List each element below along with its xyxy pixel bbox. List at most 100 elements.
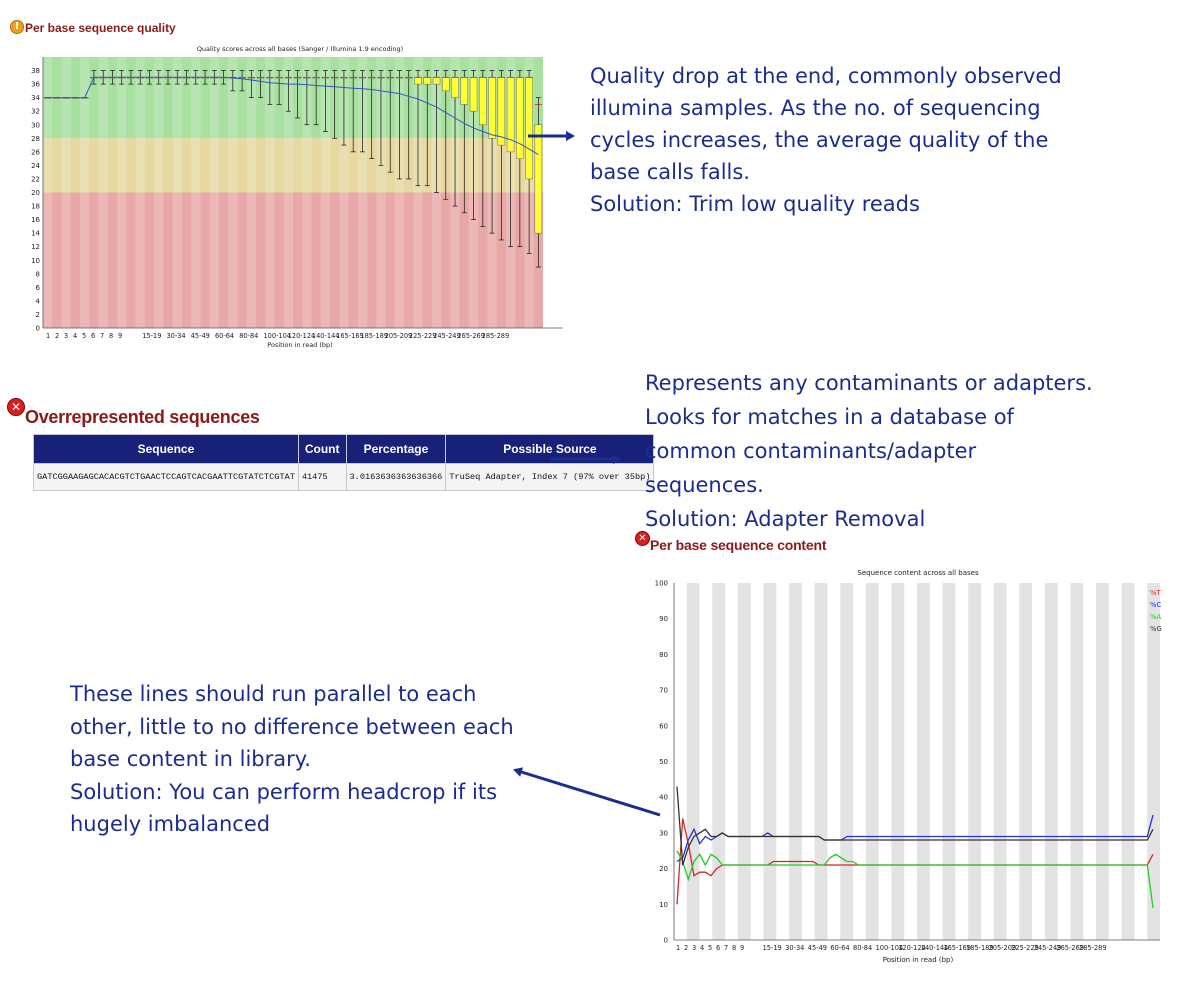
content-stripe: [737, 583, 751, 940]
quality-stripe: [394, 57, 405, 328]
content-stripe: [712, 583, 726, 940]
quality-stripe: [172, 57, 182, 328]
content-x-tick-label: 225-229: [1011, 944, 1039, 952]
overrep-annotation: Represents any contaminants or adapters.…: [645, 366, 1093, 536]
quality-x-tick-label: 165-169: [336, 332, 364, 340]
quality-stripe: [265, 57, 275, 328]
quality-y-tick-label: 10: [31, 257, 40, 265]
quality-x-tick-label: 45-49: [191, 332, 210, 340]
content-y-tick-label: 60: [659, 722, 668, 730]
quality-x-tick-label: 7: [100, 332, 104, 340]
quality-box: [432, 77, 441, 85]
content-x-tick-label: 185-189: [966, 944, 994, 952]
overrep-table-header-row: Sequence Count Percentage Possible Sourc…: [33, 434, 655, 464]
content-y-tick-label: 40: [659, 794, 668, 802]
content-x-tick-label: 45-49: [808, 944, 827, 952]
quality-y-tick-label: 20: [31, 189, 40, 197]
quality-box: [525, 77, 533, 180]
content-y-tick-label: 100: [655, 580, 668, 588]
table-row: GATCGGAAGAGCACACGTCTGAACTCCAGTCACGAATTCG…: [33, 463, 655, 491]
quality-note-line: illumina samples. As the no. of sequenci…: [590, 96, 1041, 120]
content-x-tick-label: 120-124: [898, 944, 926, 952]
quality-y-tick-label: 8: [36, 270, 40, 278]
quality-y-tick-label: 18: [31, 203, 40, 211]
quality-y-tick-label: 38: [31, 67, 40, 75]
quality-note-line: Quality drop at the end, commonly observ…: [590, 64, 1062, 88]
content-stripe: [1019, 583, 1033, 940]
quality-stripe: [117, 57, 127, 328]
content-x-tick-label: 6: [716, 944, 720, 952]
content-series-line: [676, 850, 1154, 908]
overrep-note-line: Represents any contaminants or adapters.: [645, 371, 1093, 395]
content-y-tick-label: 30: [659, 829, 668, 837]
quality-x-tick-label: 3: [64, 332, 68, 340]
content-stripe: [993, 583, 1007, 940]
content-x-tick-label: 1: [676, 944, 680, 952]
overrep-note-line: Solution: Adapter Removal: [645, 507, 926, 531]
content-note-line: Solution: You can perform headcrop if it…: [70, 779, 498, 804]
overrep-cell-percentage: 3.0163636363636366: [345, 463, 447, 491]
quality-stripe: [246, 57, 256, 328]
quality-stripe: [228, 57, 238, 328]
quality-y-tick-label: 12: [31, 243, 40, 251]
content-x-tick-label: 2: [684, 944, 688, 952]
overrep-section-title: Overrepresented sequences: [25, 407, 260, 427]
warning-icon: !: [10, 20, 24, 34]
content-y-tick-label: 50: [659, 758, 668, 766]
quality-x-tick-label: 205-209: [385, 332, 413, 340]
content-y-tick-label: 80: [659, 651, 668, 659]
content-stripe: [686, 583, 700, 940]
content-stripe: [1070, 583, 1084, 940]
quality-box: [451, 77, 459, 98]
quality-note-line: Solution: Trim low quality reads: [590, 192, 920, 216]
content-note-line: These lines should run parallel to each: [70, 682, 477, 706]
quality-box: [479, 77, 487, 125]
quality-stripe: [135, 57, 145, 328]
content-section-title: Per base sequence content: [650, 537, 827, 553]
content-legend-entry: %G: [1150, 625, 1162, 633]
content-chart: Sequence content across all bases %T %C %A…: [655, 569, 1162, 964]
quality-stripe: [80, 57, 90, 328]
content-y-tick-label: 10: [659, 901, 668, 909]
quality-stripe: [191, 57, 201, 328]
quality-annotation: Quality drop at the end, commonly observ…: [590, 60, 1062, 220]
content-stripe: [840, 583, 854, 940]
quality-chart-title: Quality scores across all bases (Sanger …: [197, 45, 403, 53]
content-x-tick-label: 80-84: [853, 944, 872, 952]
content-stripe: [865, 583, 879, 940]
quality-y-tick-label: 30: [31, 121, 40, 129]
quality-y-tick-label: 2: [36, 311, 40, 319]
content-stripe: [789, 583, 802, 940]
quality-x-tick-label: 15-19: [142, 332, 161, 340]
overrep-cell-source: TruSeq Adapter, Index 7 (97% over 35bp): [445, 463, 655, 491]
content-x-tick-label: 8: [732, 944, 736, 952]
content-arrow: [513, 767, 661, 817]
quality-stripe: [283, 57, 293, 328]
quality-x-tick-label: 265-269: [457, 332, 485, 340]
content-series-line: [676, 786, 1154, 866]
content-annotation: These lines should run parallel to each …: [70, 678, 514, 841]
quality-zone-bad: [43, 192, 543, 328]
quality-y-tick-label: 0: [36, 325, 40, 333]
overrep-note-line: Looks for matches in a database of: [645, 405, 1014, 429]
content-x-tick-label: 7: [724, 944, 728, 952]
quality-y-tick-label: 6: [36, 284, 41, 292]
quality-y-tick-label: 26: [31, 148, 40, 156]
content-legend-entry: %C: [1150, 601, 1161, 609]
quality-x-tick-label: 2: [55, 332, 59, 340]
content-legend-entry: %T: [1150, 589, 1161, 597]
quality-zone-warn: [43, 138, 543, 193]
quality-y-tick-label: 34: [31, 94, 40, 102]
content-note-line: base content in library.: [70, 747, 311, 771]
content-x-tick-label: 285-289: [1079, 944, 1107, 952]
quality-zone-good: [43, 57, 543, 139]
content-y-tick-label: 20: [659, 865, 668, 873]
overrep-col-count: Count: [297, 434, 347, 464]
content-note-line: other, little to no difference between e…: [70, 714, 514, 739]
content-y-tick-label: 90: [659, 615, 668, 623]
content-x-tick-label: 5: [708, 944, 712, 952]
quality-box: [442, 77, 450, 92]
overrep-cell-sequence: GATCGGAAGAGCACACGTCTGAACTCCAGTCACGAATTCG…: [33, 463, 299, 491]
quality-box: [497, 77, 506, 146]
quality-section-title: Per base sequence quality: [25, 21, 176, 35]
